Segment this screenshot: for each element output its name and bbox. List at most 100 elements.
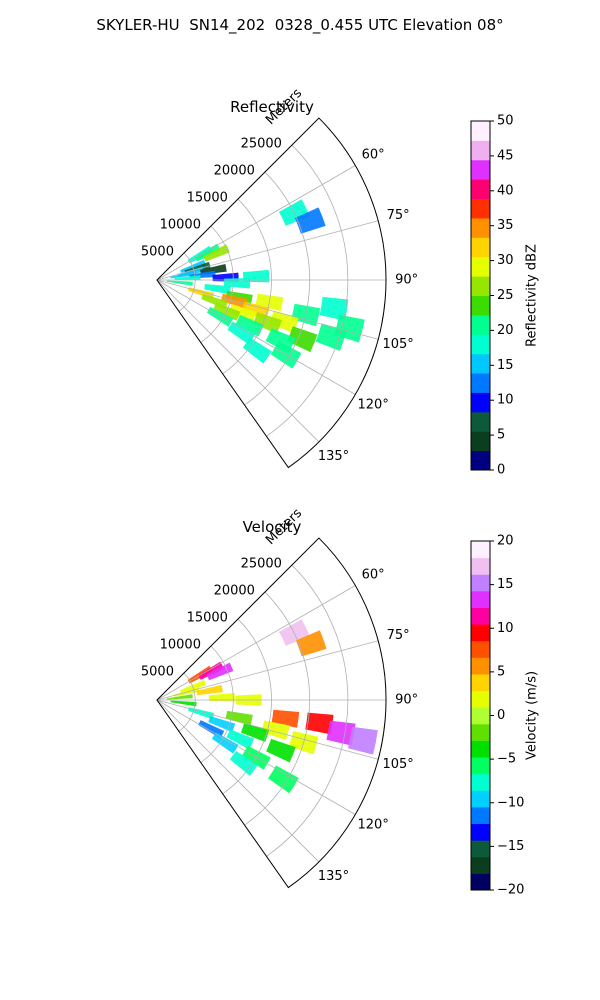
data-cell — [326, 720, 356, 746]
colorbar-segment — [471, 590, 490, 608]
data-cell — [194, 243, 221, 262]
colorbar-tick-label: 5 — [497, 428, 505, 443]
data-cell — [166, 280, 193, 286]
data-cell — [226, 729, 255, 750]
colorbar-segment — [471, 159, 490, 180]
colorbar-tick-label: 5 — [497, 664, 505, 679]
radial-grid-arc — [178, 252, 196, 312]
colorbar-segment — [471, 334, 490, 355]
data-cell — [305, 712, 334, 735]
colorbar-segment — [471, 624, 490, 642]
colorbar-tick-label: 15 — [497, 358, 514, 373]
azimuth-tick-label: 135° — [318, 869, 349, 884]
colorbar-tick-label: 45 — [497, 148, 514, 163]
azimuth-grid-line — [156, 165, 356, 281]
data-cell — [208, 716, 236, 733]
colorbar-segment — [471, 140, 490, 161]
radial-tick-label: 5000 — [141, 665, 174, 680]
radial-tick-label: 25000 — [241, 557, 282, 572]
colorbar-segment — [471, 431, 490, 452]
colorbar-tick-label: 20 — [497, 534, 514, 549]
colorbar-tick-label: 0 — [497, 708, 505, 723]
radial-grid-arc — [178, 672, 196, 732]
radial-grid-arc — [266, 144, 349, 437]
colorbar-tick-label: 35 — [497, 218, 514, 233]
colorbar-segment — [471, 773, 490, 791]
azimuth-tick-label: 60° — [362, 148, 385, 163]
radial-tick-label: 10000 — [160, 638, 201, 653]
colorbar-segment — [471, 411, 490, 432]
colorbar-segment — [471, 673, 490, 692]
data-cell — [242, 337, 272, 364]
radial-grid-arc — [222, 618, 272, 795]
colorbar-segment — [471, 657, 490, 675]
azimuth-tick-label: 90° — [395, 273, 418, 288]
radial-tick-label: 20000 — [214, 584, 255, 599]
colorbar-segment — [471, 373, 490, 393]
colorbar-segment — [471, 541, 490, 559]
colorbar-segment — [471, 198, 490, 219]
radial-grid-arc — [266, 564, 349, 857]
azimuth-grid-line — [156, 585, 356, 701]
azimuth-grid-line — [156, 279, 379, 340]
data-cell — [235, 314, 264, 337]
colorbar-label: Reflectivity dBZ — [525, 244, 540, 347]
colorbar-segment — [471, 690, 490, 708]
data-cells — [166, 619, 378, 794]
data-cell — [294, 207, 326, 234]
data-cell — [240, 723, 270, 742]
colorbar-segment — [471, 237, 490, 258]
colorbar-segment — [471, 640, 490, 658]
colorbar-segment — [471, 557, 490, 575]
azimuth-grid-line — [156, 279, 320, 443]
azimuth-grid-line — [156, 699, 379, 760]
colorbar-segment — [471, 740, 490, 758]
data-cell — [211, 732, 239, 754]
colorbar-tick-label: 30 — [497, 253, 514, 268]
colorbar-label: Velocity (m/s) — [525, 671, 540, 760]
azimuth-grid-line — [156, 220, 379, 281]
azimuth-tick-label: 105° — [382, 757, 413, 772]
radial-tick-label: 15000 — [187, 191, 228, 206]
radial-grid-arc — [244, 171, 311, 406]
chart-panel-1: Reflectivity60°75°90°105°120°135°5000100… — [141, 86, 540, 478]
radial-grid-arc — [244, 591, 311, 826]
data-cell — [228, 304, 257, 323]
azimuth-tick-label: 75° — [387, 208, 410, 223]
azimuth-grid-line — [156, 279, 356, 395]
colorbar-tick-label: 0 — [497, 463, 505, 478]
colorbar-segment — [471, 723, 490, 741]
data-cell — [208, 692, 235, 702]
colorbar-segment — [471, 757, 490, 775]
colorbar-segment — [471, 450, 490, 471]
data-cell — [166, 694, 193, 700]
colorbar-segment — [471, 217, 490, 238]
data-cell — [174, 275, 201, 281]
radial-tick-label: 20000 — [214, 164, 255, 179]
colorbar-segment — [471, 276, 490, 296]
colorbar-segment — [471, 790, 490, 808]
azimuth-tick-label: 120° — [358, 817, 389, 832]
colorbar-segment — [471, 256, 490, 277]
radial-tick-label: 5000 — [141, 245, 174, 260]
data-cell — [286, 326, 318, 353]
data-cell — [227, 321, 256, 345]
data-cell — [253, 312, 283, 334]
data-cell — [196, 684, 223, 696]
azimuth-grid-line — [156, 699, 320, 863]
azimuth-tick-label: 135° — [318, 449, 349, 464]
azimuth-grid-line — [156, 699, 356, 815]
colorbar-tick-label: 40 — [497, 183, 514, 198]
colorbar-segment — [471, 840, 490, 858]
data-cell — [170, 700, 197, 707]
chart-title: Reflectivity — [230, 98, 314, 116]
azimuth-tick-label: 75° — [387, 628, 410, 643]
colorbar-segment — [471, 823, 490, 841]
data-cell — [229, 750, 258, 776]
data-cell — [204, 284, 231, 295]
radial-grid-arc — [200, 645, 234, 763]
sector-frame — [156, 117, 387, 469]
azimuth-grid-line — [156, 640, 379, 701]
data-cell — [295, 630, 327, 657]
